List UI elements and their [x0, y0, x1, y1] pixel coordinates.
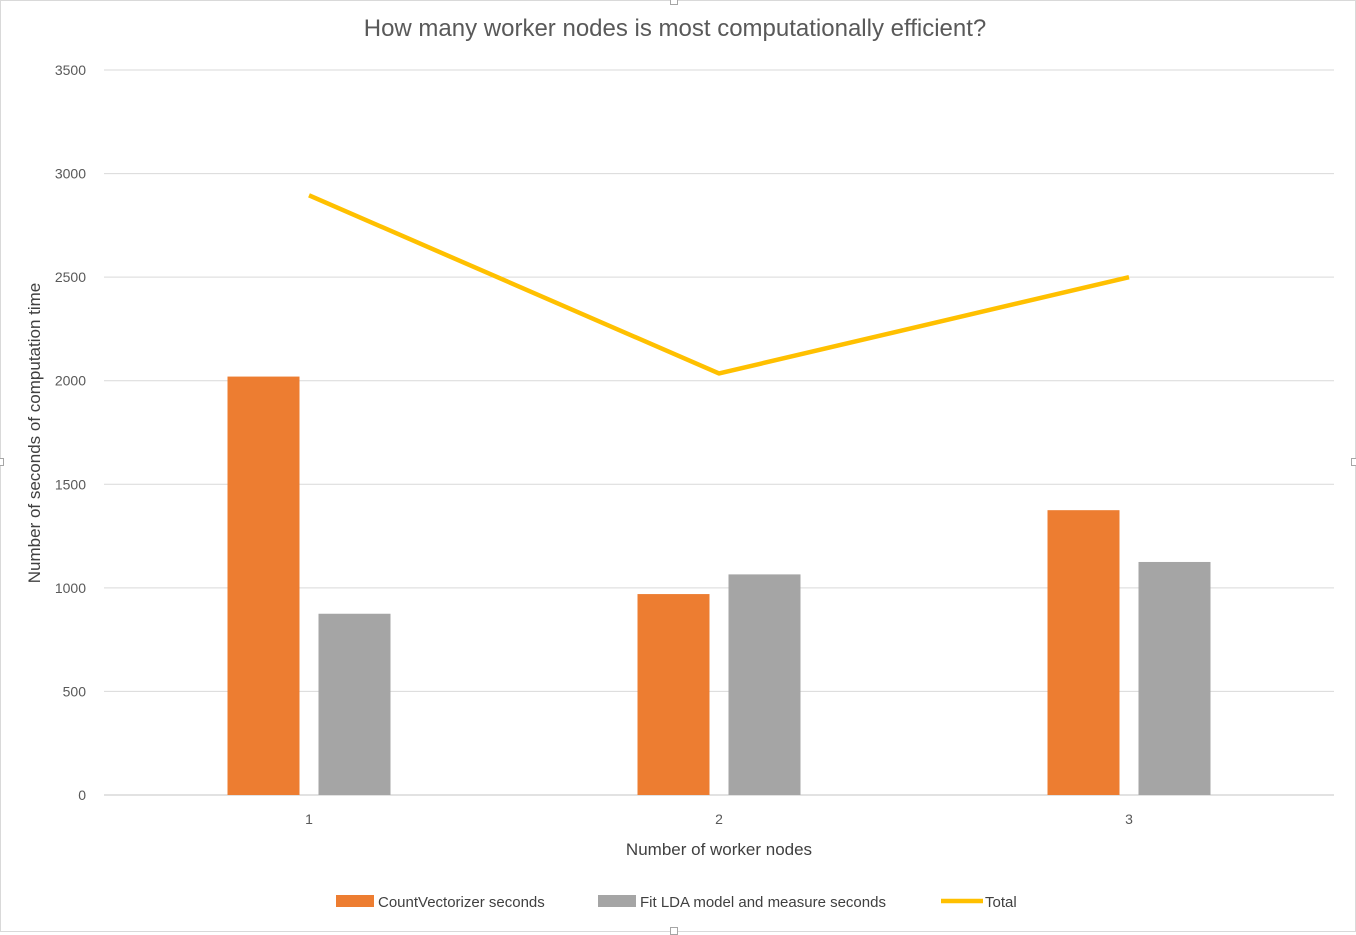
total-line-layer: [308, 193, 1130, 376]
x-axis-title: Number of worker nodes: [626, 840, 812, 859]
bar-series-1-cat-0: [318, 613, 391, 795]
y-tick-label: 500: [63, 683, 87, 699]
y-tick-label: 2000: [55, 373, 86, 389]
bars: [227, 376, 1211, 795]
legend-marker: [598, 895, 636, 907]
bar-series-0-cat-2: [1047, 510, 1120, 795]
x-tick-label: 1: [305, 811, 313, 827]
bar-series-1-cat-2: [1138, 561, 1211, 795]
bar-series-0-cat-1: [637, 594, 710, 795]
resize-handle-right[interactable]: [1351, 458, 1356, 466]
y-tick-label: 2500: [55, 269, 86, 285]
x-axis-ticks: 1 2 3: [305, 811, 1133, 827]
gridlines: [104, 69, 1334, 796]
resize-handle-left[interactable]: [0, 458, 4, 466]
x-tick-label: 2: [715, 811, 723, 827]
total-line: [308, 193, 1130, 376]
legend-label: Total: [985, 894, 1017, 911]
legend: CountVectorizer seconds Fit LDA model and…: [336, 894, 1017, 911]
bar-series-0-cat-0: [227, 376, 300, 795]
bar-series-1-cat-1: [728, 574, 801, 795]
y-tick-label: 3000: [55, 166, 86, 182]
y-axis-title: Number of seconds of computation time: [25, 283, 44, 583]
y-tick-label: 1000: [55, 580, 86, 596]
y-tick-label: 0: [78, 787, 86, 803]
legend-marker: [336, 895, 374, 907]
y-tick-label: 1500: [55, 476, 86, 492]
y-tick-label: 3500: [55, 62, 86, 78]
legend-label: CountVectorizer seconds: [378, 894, 545, 911]
x-tick-label: 3: [1125, 811, 1133, 827]
legend-label: Fit LDA model and measure seconds: [640, 894, 886, 911]
chart-title: How many worker nodes is most computatio…: [364, 15, 987, 42]
y-axis-ticks: 0 500 1000 1500 2000 2500 3000 3500: [55, 62, 86, 803]
resize-handle-top[interactable]: [670, 0, 678, 5]
